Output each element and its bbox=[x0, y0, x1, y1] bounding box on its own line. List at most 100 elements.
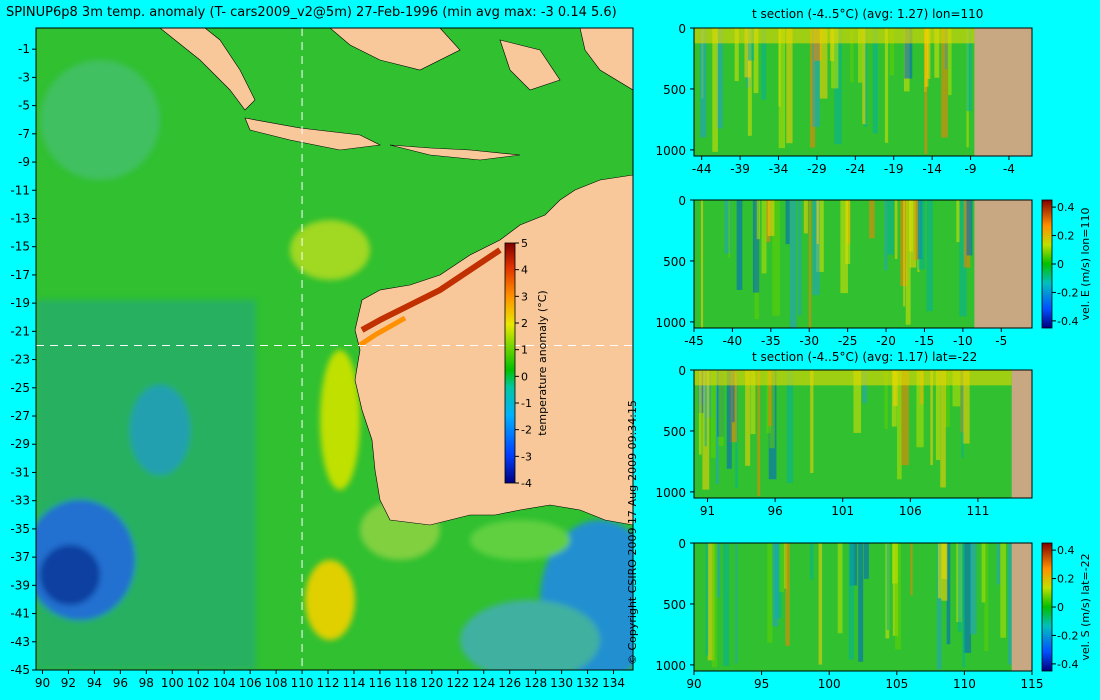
section-x-tick-label: -15 bbox=[915, 334, 935, 348]
section-x-tick-label: 110 bbox=[953, 677, 976, 691]
section-streak bbox=[941, 543, 948, 601]
section-land bbox=[974, 200, 1032, 328]
section-y-tick-label: 500 bbox=[663, 598, 686, 612]
map-x-tick-label: 126 bbox=[498, 676, 521, 690]
section-colorbar-tick-label: 0.2 bbox=[1057, 573, 1075, 586]
section-streak bbox=[862, 28, 866, 125]
map-x-tick-label: 132 bbox=[576, 676, 599, 690]
section-streak bbox=[831, 28, 839, 89]
section-streak bbox=[716, 543, 721, 598]
section-x-tick-label: 105 bbox=[885, 677, 908, 691]
temperature-anomaly-map[interactable]: 90 92 94 96 98 100 102 104 106 108 110 112 114 116 118… bbox=[0, 0, 640, 700]
section-streak bbox=[818, 543, 823, 665]
t_section_lat-panel[interactable]: 91 96 101 106 111 0 500 1000 bbox=[655, 364, 1033, 518]
section-streak bbox=[858, 543, 864, 662]
section-streak bbox=[959, 200, 967, 317]
section-streak bbox=[837, 543, 843, 634]
section-streak bbox=[772, 543, 779, 627]
map-x-tick-label: 100 bbox=[161, 676, 184, 690]
section-streak bbox=[884, 28, 889, 143]
map-x-tick-label: 108 bbox=[265, 676, 288, 690]
section-x-tick-label: 90 bbox=[686, 677, 701, 691]
section-x-tick-label: -30 bbox=[799, 334, 819, 348]
section-x-tick-label: -25 bbox=[838, 334, 858, 348]
map-colorbar-label: temperature anomaly (°C) bbox=[536, 290, 549, 435]
section-streak bbox=[946, 543, 951, 645]
section-streak bbox=[705, 543, 709, 656]
section-streak bbox=[747, 28, 752, 136]
section-streak bbox=[778, 28, 786, 149]
new-guinea-land bbox=[579, 28, 633, 91]
section-streak bbox=[803, 200, 808, 234]
map-x-tick-label: 94 bbox=[87, 676, 102, 690]
map-x-tick-label: 102 bbox=[187, 676, 210, 690]
map-x-tick-label: 110 bbox=[291, 676, 314, 690]
section-y-tick-label: 1000 bbox=[655, 316, 686, 330]
section-streak bbox=[750, 370, 756, 435]
section-streak bbox=[840, 200, 848, 294]
section-x-tick-label: 115 bbox=[1021, 677, 1044, 691]
map-x-tick-label: 96 bbox=[113, 676, 128, 690]
section-streak bbox=[981, 543, 986, 603]
surface-warm-layer bbox=[694, 28, 975, 44]
section-streak bbox=[853, 370, 862, 433]
section-streak bbox=[698, 370, 702, 455]
section-streak bbox=[886, 543, 889, 631]
map-x-tick-label: 118 bbox=[394, 676, 417, 690]
section-streak bbox=[700, 200, 704, 328]
section-x-tick-label: -44 bbox=[692, 162, 712, 176]
section-streak bbox=[1008, 543, 1015, 665]
section-streak bbox=[704, 370, 707, 447]
map-y-tick-label: -19 bbox=[10, 296, 30, 310]
section-streak bbox=[924, 28, 929, 87]
section-x-tick-label: 91 bbox=[700, 504, 715, 518]
map-y-tick-label: -39 bbox=[10, 578, 30, 592]
map-y-tick-label: -21 bbox=[10, 324, 30, 338]
section-streak bbox=[850, 28, 854, 83]
section-streak bbox=[711, 543, 718, 668]
section-x-tick-label: -10 bbox=[953, 334, 973, 348]
section-y-tick-label: 500 bbox=[663, 83, 686, 97]
section-streak bbox=[969, 543, 977, 635]
section-streak bbox=[966, 28, 972, 112]
map-y-tick-label: -45 bbox=[10, 663, 30, 677]
vel_s_section-panel[interactable]: 90 95 100 105 110 115 0 500 1000 0.4 0.2 0 -0.2 -0.4v… bbox=[655, 537, 1092, 691]
section-streak bbox=[744, 28, 751, 78]
section-streak bbox=[789, 200, 797, 328]
section-x-tick-label: -34 bbox=[769, 162, 789, 176]
section-y-tick-label: 1000 bbox=[655, 659, 686, 673]
section-streak bbox=[956, 200, 960, 243]
section-streak bbox=[724, 200, 731, 254]
section-y-tick-label: 0 bbox=[678, 194, 686, 208]
section-streak bbox=[728, 200, 731, 258]
map-colorbar-tick-label: 1 bbox=[521, 344, 528, 357]
section-streak bbox=[848, 543, 854, 660]
section-streak bbox=[732, 370, 735, 423]
section-y-tick-label: 500 bbox=[663, 425, 686, 439]
section-streak bbox=[808, 200, 812, 328]
section-x-tick-label: 106 bbox=[899, 504, 922, 518]
section-streak bbox=[707, 543, 715, 661]
java-land bbox=[244, 117, 382, 151]
section-colorbar-tick-label: 0 bbox=[1057, 601, 1064, 614]
section-streak bbox=[926, 200, 933, 312]
vel_e_section-panel[interactable]: -45 -40 -35 -30 -25 -20 -15 -10 -5 0 500 1000 0.4 0.2… bbox=[655, 194, 1092, 348]
section-streak bbox=[914, 200, 920, 260]
t_section_lon-panel[interactable]: -44 -39 -34 -29 -24 -19 -14 -9 -4 0 500 1000 bbox=[655, 22, 1033, 176]
section-streak bbox=[903, 200, 906, 307]
section-streak bbox=[718, 370, 724, 446]
map-x-tick-label: 124 bbox=[472, 676, 495, 690]
section-streak bbox=[816, 200, 819, 244]
section-streak bbox=[857, 28, 863, 83]
section-x-tick-label: 96 bbox=[767, 504, 782, 518]
section-streak bbox=[930, 370, 933, 466]
section-y-tick-label: 0 bbox=[678, 364, 686, 378]
section-x-tick-label: -45 bbox=[684, 334, 704, 348]
section-colorbar-tick-label: 0.4 bbox=[1057, 544, 1075, 557]
surface-warm-layer bbox=[694, 370, 1012, 386]
map-colorbar-tick-label: -1 bbox=[521, 397, 532, 410]
section-streak bbox=[910, 543, 913, 596]
section-streak bbox=[810, 543, 814, 580]
section-streak bbox=[816, 200, 824, 272]
